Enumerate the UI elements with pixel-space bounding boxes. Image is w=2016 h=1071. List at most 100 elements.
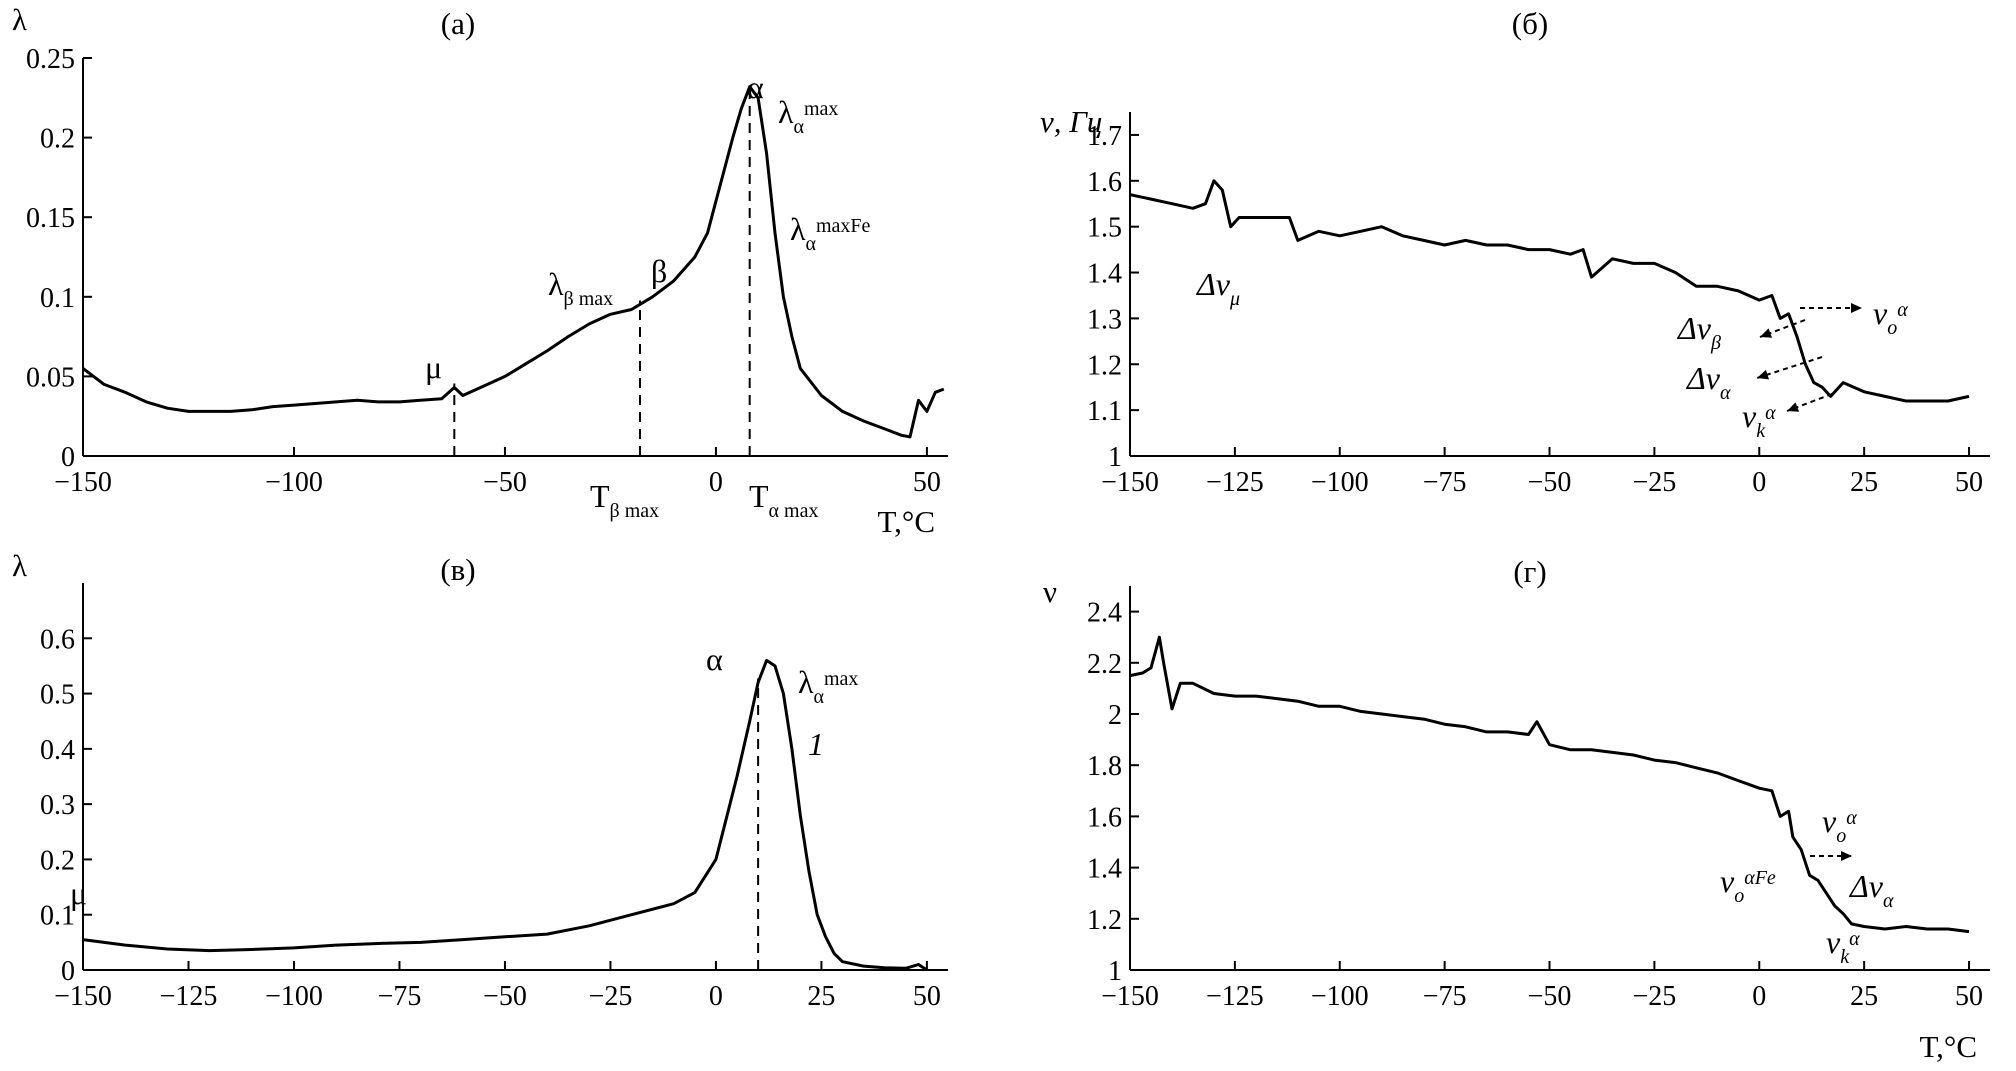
- panel-label: (б): [1512, 6, 1548, 41]
- series-line: [82, 658, 928, 972]
- annotation-t_alpha: Tα max: [749, 478, 818, 522]
- y-tick-label: 1.2: [1087, 905, 1122, 936]
- chart-panel-c: −150 −125 −100 −75 −50 −25 0 25 50 0 0.1 0.2 0.3 0.4 0…: [12, 548, 948, 1012]
- annotation-alpha: α: [747, 69, 764, 105]
- annotation-dnu_alpha: Δνα: [1848, 868, 1894, 912]
- series-line: [82, 85, 945, 439]
- x-tick-label: 0: [1752, 981, 1766, 1012]
- x-tick-label: −150: [54, 467, 112, 498]
- y-tick-label: 0.2: [40, 124, 75, 155]
- x-tick-label: −50: [1528, 981, 1572, 1012]
- y-tick-label: 1.2: [1087, 350, 1122, 381]
- x-tick-label: −125: [1206, 981, 1264, 1012]
- y-tick-label: 0.5: [40, 680, 75, 711]
- y-axis-label: λ: [12, 548, 27, 583]
- annotation-nu_k_alpha: νkα: [1826, 924, 1860, 968]
- x-tick-label: 0: [709, 981, 723, 1012]
- annotation-t_beta: Tβ max: [590, 478, 659, 522]
- annotation-nu_k_alpha: νkα: [1742, 398, 1776, 442]
- x-tick-label: −125: [1206, 467, 1264, 498]
- x-tick-label: 25: [1850, 981, 1878, 1012]
- x-tick-label: 50: [913, 981, 941, 1012]
- y-tick-label: 0.4: [40, 735, 75, 766]
- annotation-mu: μ: [425, 349, 442, 385]
- annotation-nu_o_alpha_fe: νoαFe: [1720, 863, 1776, 907]
- x-tick-label: −50: [483, 981, 527, 1012]
- x-tick-label: −150: [1101, 467, 1159, 498]
- annotation-mu: μ: [70, 875, 87, 911]
- series-line: [1129, 635, 1970, 934]
- annotation-nu_o_alpha: νoα: [1822, 803, 1857, 847]
- x-tick-label: 50: [1955, 467, 1983, 498]
- y-tick-label: 2: [1108, 700, 1122, 731]
- arrow-head: [1841, 851, 1852, 861]
- x-tick-label: 50: [1955, 981, 1983, 1012]
- series-line: [1129, 179, 1970, 403]
- y-tick-label: 0.1: [40, 283, 75, 314]
- y-tick-label: 0: [61, 956, 75, 987]
- x-tick-label: 0: [709, 467, 723, 498]
- y-tick-label: 1.8: [1087, 751, 1122, 782]
- x-tick-label: −75: [378, 981, 422, 1012]
- annotation-lam_alpha: λαmax: [798, 664, 858, 708]
- x-tick-label: 25: [807, 981, 835, 1012]
- x-tick-label: −100: [1311, 467, 1369, 498]
- y-tick-label: 1: [1108, 442, 1122, 473]
- x-axis-label: T,°C: [1920, 1029, 1977, 1064]
- x-tick-label: −150: [54, 981, 112, 1012]
- y-tick-label: 0: [61, 442, 75, 473]
- annotation-dnu_alpha: Δνα: [1685, 360, 1731, 404]
- y-tick-label: 1.5: [1087, 213, 1122, 244]
- y-tick-label: 0.6: [40, 624, 75, 655]
- x-tick-label: −100: [265, 467, 323, 498]
- x-tick-label: 50: [913, 467, 941, 498]
- annotation-alpha: α: [706, 641, 723, 677]
- y-tick-label: 0.05: [26, 362, 75, 393]
- x-tick-label: −25: [589, 981, 633, 1012]
- x-tick-label: −125: [160, 981, 218, 1012]
- y-tick-label: 1.4: [1087, 854, 1122, 885]
- y-tick-label: 0.3: [40, 790, 75, 821]
- x-tick-label: −25: [1632, 467, 1676, 498]
- x-tick-label: 0: [1752, 467, 1766, 498]
- y-tick-label: 1.7: [1087, 121, 1122, 152]
- annotation-nu_o_alpha: νoα: [1873, 295, 1908, 339]
- y-tick-label: 1: [1108, 956, 1122, 987]
- y-axis-label: ν: [1043, 574, 1057, 609]
- y-tick-label: 1.4: [1087, 259, 1122, 290]
- arrow-head: [1851, 303, 1862, 313]
- chart-panel-d: −150 −125 −100 −75 −50 −25 0 25 50 1 1.2 1.4 1.6 1.8 2…: [1043, 554, 1990, 1064]
- x-tick-label: −75: [1423, 981, 1467, 1012]
- x-tick-label: −100: [1311, 981, 1369, 1012]
- x-tick-label: −50: [1528, 467, 1572, 498]
- x-axis-label: T,°C: [878, 504, 935, 539]
- annotation-curve1: 1: [808, 726, 824, 762]
- annotation-dnu_beta: Δνβ: [1676, 310, 1721, 354]
- annotation-lam_alpha: λαmax: [778, 94, 838, 138]
- arrow-head: [1757, 369, 1770, 380]
- x-tick-label: −150: [1101, 981, 1159, 1012]
- annotation-arrow: [1756, 356, 1823, 379]
- y-tick-label: 1.6: [1087, 167, 1122, 198]
- chart-panel-a: −150 −100 −50 0 50 0 0.05 0.1 0.15 0.2 0.25 (а) λ T,°…: [12, 2, 948, 539]
- panel-label: (г): [1513, 554, 1546, 589]
- y-tick-label: 1.3: [1087, 304, 1122, 335]
- y-tick-label: 0.2: [40, 845, 75, 876]
- x-tick-label: 25: [1850, 467, 1878, 498]
- annotation-lam_alpha_fe: λαmaxFe: [790, 211, 871, 255]
- y-tick-label: 2.2: [1087, 649, 1122, 680]
- annotation-beta: β: [651, 253, 667, 289]
- x-tick-label: −25: [1632, 981, 1676, 1012]
- chart-panel-b: −150 −125 −100 −75 −50 −25 0 25 50 1 1.1 1.2 1.3 1.4 1…: [1040, 6, 1990, 498]
- panel-label: (в): [440, 552, 475, 587]
- y-tick-label: 0.25: [26, 44, 75, 75]
- panel-label: (а): [441, 6, 475, 41]
- arrow-head: [1760, 328, 1773, 338]
- arrow-head: [1787, 402, 1800, 412]
- y-axis-label: λ: [12, 2, 27, 37]
- y-tick-label: 2.4: [1087, 598, 1122, 629]
- y-axis-label: ν, Гц: [1040, 104, 1102, 139]
- y-tick-label: 0.1: [40, 901, 75, 932]
- annotation-dnu_mu: Δνμ: [1195, 266, 1240, 310]
